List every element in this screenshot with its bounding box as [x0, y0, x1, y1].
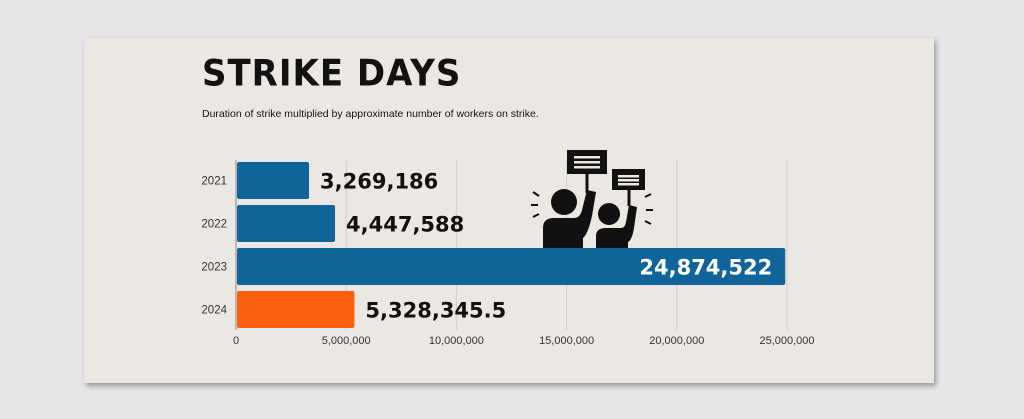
x-tick-label: 15,000,000	[539, 335, 594, 347]
category-label: 2021	[201, 176, 227, 188]
data-label: 24,874,522	[639, 256, 772, 280]
labels: 0 5,000,000 10,000,000 15,000,000 20,000,000…	[201, 170, 814, 348]
category-label: 2022	[201, 219, 227, 231]
data-label: 4,447,588	[346, 213, 464, 237]
data-label: 3,269,186	[320, 170, 438, 194]
category-label: 2024	[201, 305, 227, 317]
bar-2021	[237, 162, 310, 199]
x-tick-label: 10,000,000	[429, 335, 484, 347]
x-tick-label: 0	[233, 335, 239, 347]
bar-2022	[237, 205, 336, 242]
x-tick-label: 20,000,000	[649, 335, 704, 347]
bar-2024	[237, 291, 355, 328]
x-tick-label: 5,000,000	[322, 335, 371, 347]
bars	[237, 162, 786, 328]
x-tick-label: 25,000,000	[759, 335, 814, 347]
protesters-holding-signs-icon	[531, 150, 653, 251]
chart-subtitle: Duration of strike multiplied by approxi…	[202, 108, 539, 120]
bar-chart: 0 5,000,000 10,000,000 15,000,000 20,000,000…	[201, 150, 815, 348]
chart-title: STRIKE DAYS	[202, 52, 462, 96]
data-label: 5,328,345.5	[365, 299, 506, 323]
bar-2023	[237, 248, 786, 285]
chart-card: STRIKE DAYS Duration of strike multiplie…	[84, 38, 934, 383]
category-label: 2023	[201, 262, 227, 274]
